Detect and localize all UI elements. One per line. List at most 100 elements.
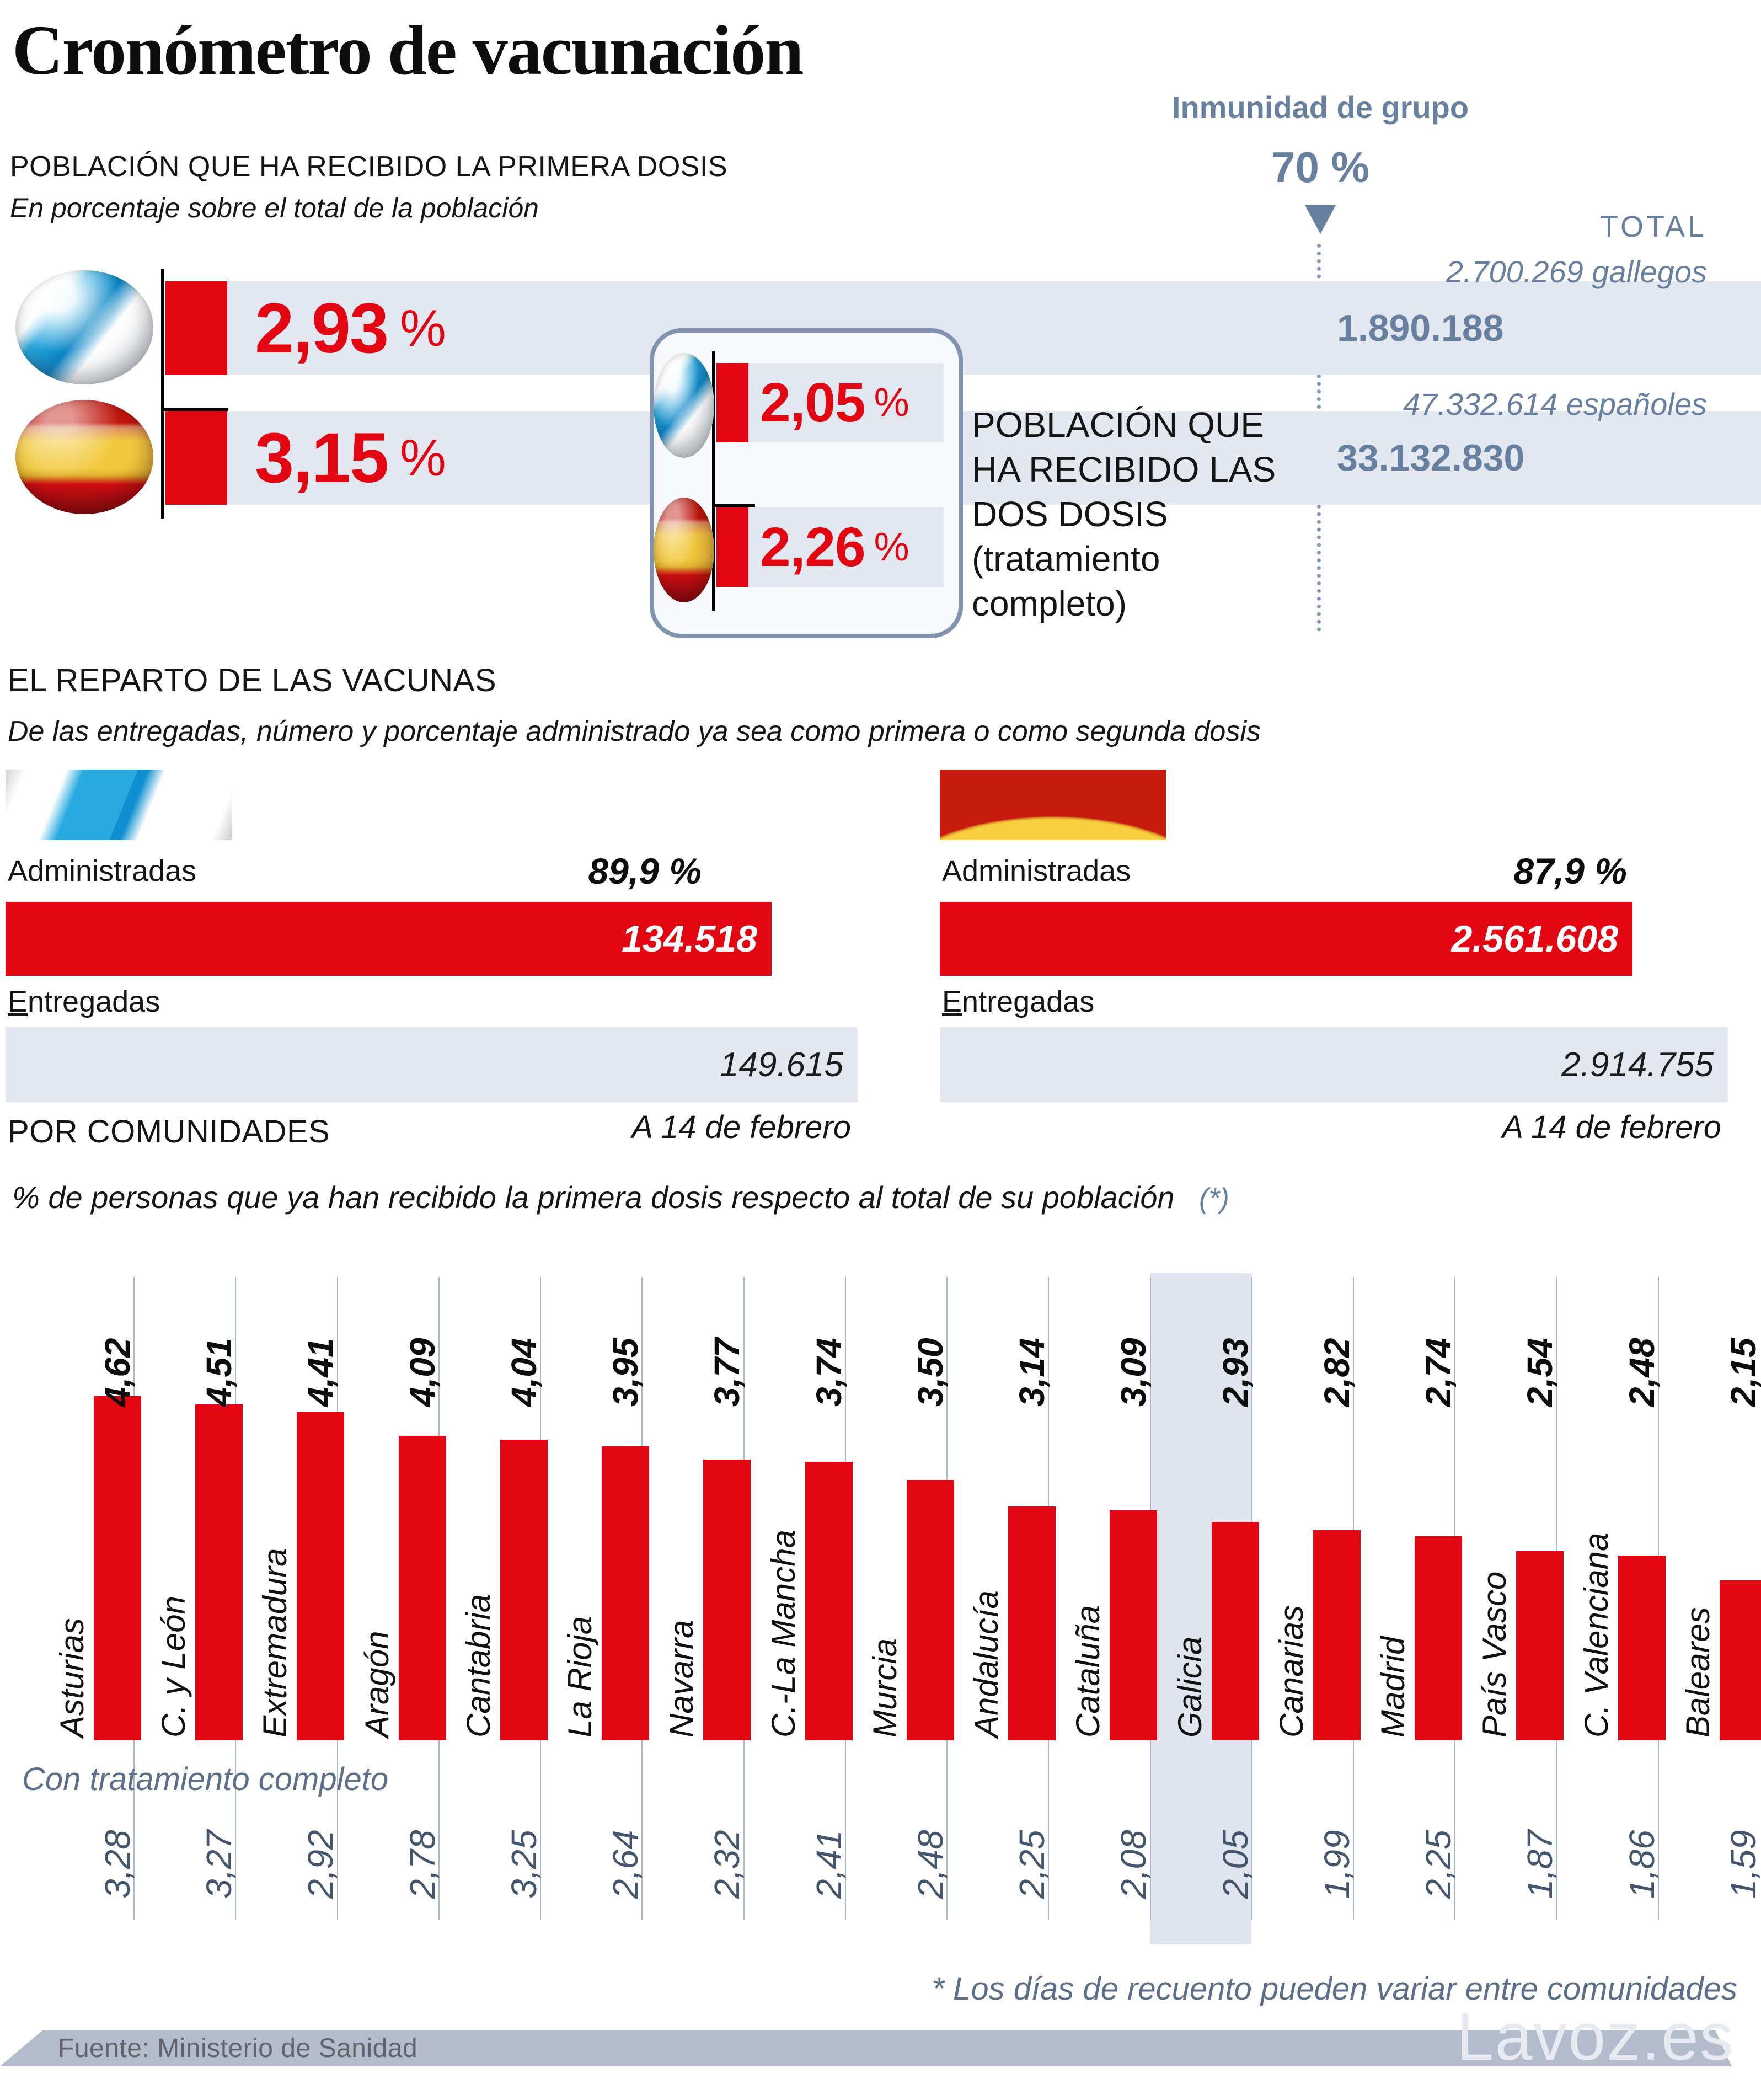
bar-value-label: 2,74 — [1419, 1338, 1459, 1407]
bar-value-label: 2,93 — [1215, 1338, 1255, 1407]
first-dose-subheading: En porcentaje sobre el total de la pobla… — [10, 193, 539, 223]
percent-symbol: % — [400, 429, 446, 487]
bar-C. y León — [195, 1404, 243, 1740]
percent-symbol: % — [874, 525, 909, 569]
category-label: C.-La Mancha — [764, 1530, 802, 1738]
second-dose-spain-tick — [712, 504, 755, 507]
complete-treatment-value: 2,78 — [402, 1830, 442, 1899]
bar-País Vasco — [1516, 1551, 1564, 1740]
spain-first-dose-value: 3,15 — [255, 418, 389, 498]
galicia-administered-pct: 89,9 % — [588, 851, 702, 891]
administered-label: Administradas — [942, 854, 1131, 888]
bar-value-label: 4,41 — [301, 1338, 341, 1407]
bar-value-label: 4,04 — [504, 1338, 544, 1407]
galicia-delivered-value: 149.615 — [719, 1045, 843, 1084]
complete-treatment-value: 2,41 — [809, 1830, 849, 1899]
rows-axis-line — [161, 269, 164, 519]
spain-flag-ball — [15, 400, 153, 514]
bar-value-label: 3,50 — [910, 1338, 950, 1407]
as-of-date: A 14 de febrero — [631, 1109, 851, 1145]
bar-Andalucía — [1008, 1506, 1056, 1740]
bar-C. Valenciana — [1618, 1556, 1666, 1740]
bar-value-label: 3,74 — [809, 1338, 849, 1407]
spain-flag — [940, 770, 1166, 840]
galicia-first-dose-pct: 2,93 % — [255, 281, 446, 375]
bar-value-label: 3,14 — [1012, 1338, 1052, 1407]
bar-Navarra — [703, 1460, 751, 1740]
spain-second-dose-value: 2,26 — [760, 516, 866, 578]
complete-treatment-value: 3,25 — [504, 1830, 544, 1899]
bar-value-label: 3,77 — [707, 1338, 747, 1407]
category-label: Murcia — [866, 1638, 903, 1738]
category-label: C. y León — [155, 1596, 192, 1738]
category-label: Navarra — [663, 1620, 700, 1738]
complete-treatment-value: 2,08 — [1114, 1830, 1154, 1899]
spain-administered-bar: 2.561.608 — [940, 902, 1633, 976]
distribution-spain-column: Administradas 87,9 % 2.561.608 Entregada… — [940, 770, 1728, 1156]
bar-value-label: 3,09 — [1114, 1338, 1154, 1407]
first-dose-heading: POBLACIÓN QUE HA RECIBIDO LA PRIMERA DOS… — [10, 151, 728, 183]
percent-symbol: % — [874, 381, 909, 425]
herd-immunity-label: Inmunidad de grupo — [1171, 90, 1469, 125]
herd-immunity-value: 70 % — [1271, 143, 1369, 191]
category-label: Extremadura — [256, 1548, 294, 1738]
delivered-label: Entregadas — [8, 985, 160, 1018]
complete-treatment-value: 2,25 — [1012, 1830, 1052, 1899]
galicia-first-dose-bar — [165, 281, 227, 375]
as-of-date: A 14 de febrero — [1502, 1109, 1721, 1145]
category-label: Madrid — [1374, 1636, 1412, 1738]
spain-population: 47.332.614 españoles — [1403, 387, 1707, 421]
galicia-delivered-bar: 149.615 — [6, 1027, 858, 1102]
second-dose-galicia-bar — [716, 363, 748, 442]
distribution-galicia-column: Administradas 89,9 % 134.518 Entregadas … — [6, 770, 858, 1156]
second-dose-galicia-band — [716, 363, 944, 442]
bar-Cantabria — [500, 1439, 548, 1740]
category-label: Cataluña — [1069, 1605, 1107, 1738]
complete-treatment-value: 1,87 — [1520, 1830, 1560, 1899]
bar-Aragón — [398, 1435, 446, 1740]
triangle-down-icon — [1305, 205, 1336, 234]
galicia-administered-value: 134.518 — [622, 918, 757, 960]
galicia-flag — [6, 770, 232, 840]
category-label: Cantabria — [459, 1594, 497, 1738]
complete-treatment-value: 1,99 — [1316, 1830, 1357, 1899]
complete-treatment-value: 2,64 — [606, 1830, 646, 1899]
complete-treatment-value: 3,28 — [98, 1830, 137, 1899]
category-label: Andalucía — [968, 1590, 1005, 1738]
complete-treatment-value: 2,48 — [910, 1830, 950, 1899]
communities-subtitle-text: % de personas que ya han recibido la pri… — [12, 1180, 1175, 1215]
category-label: Baleares — [1679, 1607, 1716, 1738]
category-label: Aragón — [358, 1631, 395, 1738]
category-label: País Vasco — [1476, 1571, 1513, 1738]
second-dose-note: POBLACIÓN QUE HA RECIBIDO LAS DOS DOSIS … — [972, 405, 1276, 623]
galicia-population: 2.700.269 gallegos — [1446, 254, 1707, 289]
bar-value-label: 2,48 — [1621, 1338, 1662, 1407]
galicia-flag-ball-small — [654, 353, 714, 458]
spain-administered-pct: 87,9 % — [1513, 851, 1627, 891]
page-title: Cronómetro de vacunación — [12, 11, 804, 89]
bar-Cataluña — [1110, 1510, 1158, 1740]
bar-value-label: 4,62 — [98, 1338, 137, 1407]
category-label: C. Valenciana — [1577, 1532, 1615, 1738]
second-dose-spain-band — [716, 507, 944, 587]
complete-treatment-label: Con tratamiento completo — [22, 1761, 389, 1797]
second-dose-spain-bar — [716, 507, 748, 587]
percent-symbol: % — [400, 299, 446, 357]
spain-first-dose-bar — [165, 411, 227, 505]
footer-bar — [0, 2030, 1732, 2066]
chart-footnote: * Los días de recuento pueden variar ent… — [932, 1971, 1737, 2007]
complete-treatment-value: 2,92 — [301, 1830, 341, 1899]
category-label: La Rioja — [561, 1616, 599, 1738]
spain-bar-tick — [161, 408, 228, 411]
bar-value-label: 2,15 — [1723, 1338, 1761, 1407]
galicia-herd-target: 1.890.188 — [1337, 307, 1504, 349]
bar-Galicia — [1211, 1522, 1259, 1740]
galicia-second-dose-value: 2,05 — [760, 371, 866, 434]
bar-Canarias — [1313, 1530, 1361, 1740]
complete-treatment-value: 2,05 — [1215, 1830, 1255, 1899]
distribution-heading: EL REPARTO DE LAS VACUNAS — [8, 662, 497, 698]
bar-Baleares — [1719, 1580, 1761, 1740]
complete-treatment-value: 3,27 — [199, 1830, 239, 1899]
bar-Murcia — [906, 1479, 954, 1740]
